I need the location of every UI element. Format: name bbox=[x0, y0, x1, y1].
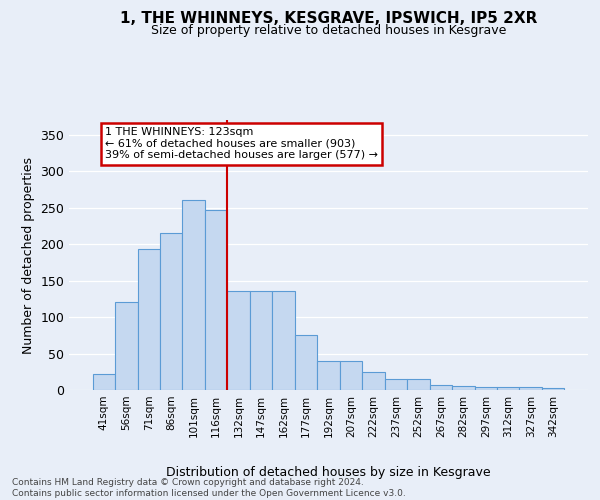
Bar bbox=[295, 336, 317, 390]
Bar bbox=[137, 249, 160, 390]
Text: Size of property relative to detached houses in Kesgrave: Size of property relative to detached ho… bbox=[151, 24, 506, 37]
Bar bbox=[227, 291, 250, 390]
Bar bbox=[182, 200, 205, 390]
Bar bbox=[520, 387, 542, 390]
Text: 1 THE WHINNEYS: 123sqm
← 61% of detached houses are smaller (903)
39% of semi-de: 1 THE WHINNEYS: 123sqm ← 61% of detached… bbox=[105, 128, 378, 160]
Bar bbox=[407, 379, 430, 390]
Bar bbox=[542, 388, 565, 390]
Bar bbox=[115, 302, 137, 390]
Bar bbox=[160, 233, 182, 390]
Bar bbox=[430, 385, 452, 390]
Bar bbox=[497, 387, 520, 390]
Bar bbox=[317, 361, 340, 390]
Bar bbox=[452, 386, 475, 390]
Bar bbox=[205, 210, 227, 390]
Bar bbox=[340, 361, 362, 390]
Bar bbox=[92, 374, 115, 390]
Text: Contains HM Land Registry data © Crown copyright and database right 2024.
Contai: Contains HM Land Registry data © Crown c… bbox=[12, 478, 406, 498]
Bar bbox=[385, 379, 407, 390]
Bar bbox=[272, 292, 295, 390]
Y-axis label: Number of detached properties: Number of detached properties bbox=[22, 156, 35, 354]
Bar bbox=[475, 387, 497, 390]
Text: 1, THE WHINNEYS, KESGRAVE, IPSWICH, IP5 2XR: 1, THE WHINNEYS, KESGRAVE, IPSWICH, IP5 … bbox=[120, 11, 538, 26]
Text: Distribution of detached houses by size in Kesgrave: Distribution of detached houses by size … bbox=[166, 466, 491, 479]
Bar bbox=[250, 291, 272, 390]
Bar bbox=[362, 372, 385, 390]
